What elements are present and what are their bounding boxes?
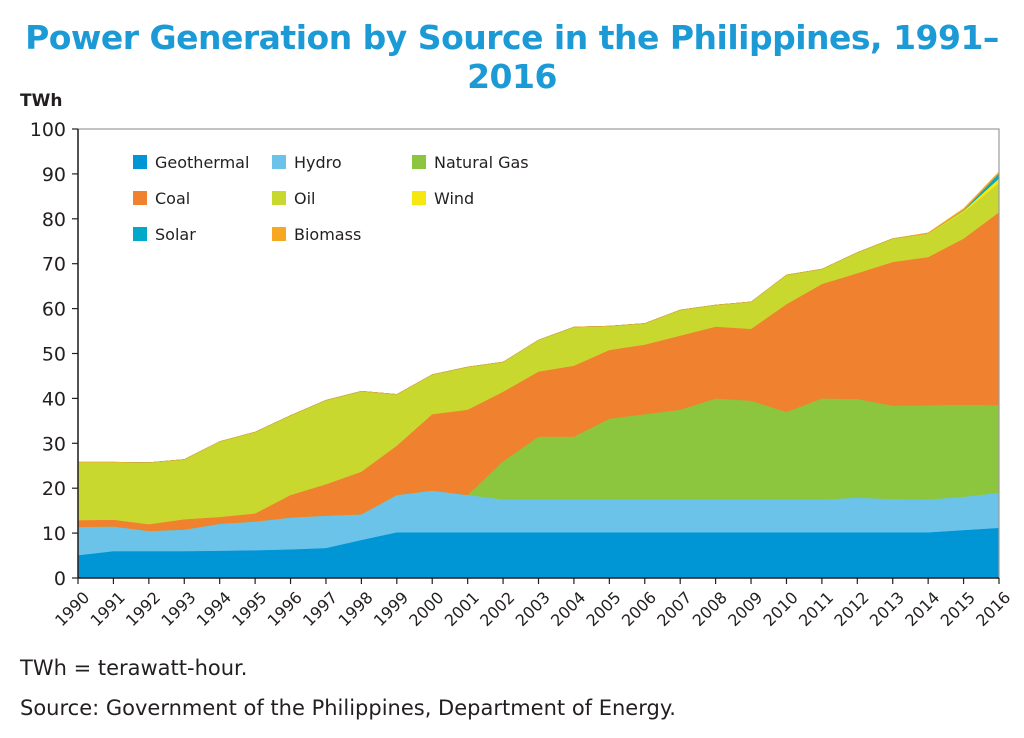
x-tick-label: 2011 <box>795 588 837 630</box>
x-tick-label: 1990 <box>51 588 93 630</box>
x-tick-label: 2004 <box>547 588 589 630</box>
x-tick-label: 2010 <box>760 588 802 630</box>
legend-label-solar: Solar <box>155 225 196 244</box>
legend-swatch-biomass <box>272 227 286 241</box>
x-tick-label: 1997 <box>299 588 341 630</box>
legend: Geothermal Hydro Natural Gas Coal Oil Wind Sol… <box>133 153 529 244</box>
y-tick-label: 10 <box>42 523 66 545</box>
x-tick-label: 2002 <box>476 588 518 630</box>
x-tick-label: 2005 <box>582 588 624 630</box>
chart-title: Power Generation by Source in the Philip… <box>25 18 999 96</box>
y-tick-label: 50 <box>42 344 66 366</box>
x-tick-label: 2006 <box>618 588 660 630</box>
x-tick-label: 1995 <box>228 588 270 630</box>
y-tick-label: 80 <box>42 209 66 231</box>
x-tick-label: 1991 <box>87 588 129 630</box>
x-tick-label: 2000 <box>405 588 447 630</box>
x-tick-label: 2009 <box>724 588 766 630</box>
y-tick-label: 40 <box>42 388 66 410</box>
y-tick-label: 70 <box>42 254 66 276</box>
y-axis-label: TWh <box>20 91 62 111</box>
y-axis: 0 10 20 30 40 50 60 70 80 90 100 <box>30 119 78 590</box>
x-tick-label: 1993 <box>157 588 199 630</box>
abbreviation-note: TWh = terawatt-hour. <box>20 656 248 680</box>
legend-swatch-wind <box>412 191 426 205</box>
legend-swatch-natural-gas <box>412 155 426 169</box>
legend-label-oil: Oil <box>294 189 315 208</box>
y-tick-label: 20 <box>42 478 66 500</box>
y-tick-label: 100 <box>30 119 66 141</box>
legend-swatch-hydro <box>272 155 286 169</box>
legend-swatch-oil <box>272 191 286 205</box>
x-tick-label: 1992 <box>122 588 164 630</box>
area-series-group <box>77 171 1000 579</box>
legend-label-coal: Coal <box>155 189 190 208</box>
legend-swatch-geothermal <box>133 155 147 169</box>
x-tick-label: 2003 <box>512 588 554 630</box>
legend-label-wind: Wind <box>434 189 474 208</box>
source-note: Source: Government of the Philippines, D… <box>20 696 676 720</box>
x-tick-label: 1999 <box>370 588 412 630</box>
legend-label-hydro: Hydro <box>294 153 342 172</box>
x-tick-label: 1994 <box>193 588 235 630</box>
legend-label-natural-gas: Natural Gas <box>434 153 529 172</box>
x-tick-label: 1998 <box>334 588 376 630</box>
x-axis: 1990199119921993199419951996199719981999… <box>51 578 1014 630</box>
x-tick-label: 2012 <box>830 588 872 630</box>
y-tick-label: 30 <box>42 433 66 455</box>
y-tick-label: 0 <box>54 568 66 590</box>
x-tick-label: 2013 <box>866 588 908 630</box>
x-tick-label: 2001 <box>441 588 483 630</box>
y-tick-label: 90 <box>42 164 66 186</box>
x-tick-label: 2014 <box>901 588 943 630</box>
legend-label-geothermal: Geothermal <box>155 153 249 172</box>
x-tick-label: 2015 <box>937 588 979 630</box>
x-tick-label: 2016 <box>972 588 1014 630</box>
y-tick-label: 60 <box>42 299 66 321</box>
legend-label-biomass: Biomass <box>294 225 361 244</box>
x-tick-label: 1996 <box>264 588 306 630</box>
x-tick-label: 2008 <box>689 588 731 630</box>
legend-swatch-solar <box>133 227 147 241</box>
legend-swatch-coal <box>133 191 147 205</box>
x-tick-label: 2007 <box>653 588 695 630</box>
